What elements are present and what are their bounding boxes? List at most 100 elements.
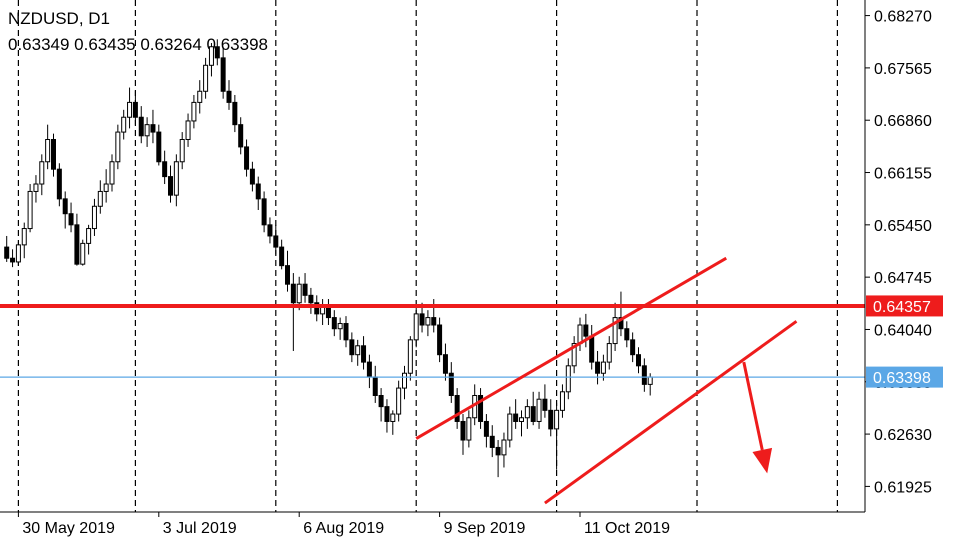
- candle-body: [208, 46, 214, 66]
- candle-79: [466, 410, 472, 448]
- candle-body: [366, 361, 372, 378]
- candle-30: [179, 132, 185, 170]
- candle-body: [150, 124, 156, 133]
- candle-34: [203, 57, 209, 99]
- candle-9: [56, 163, 62, 207]
- candle-100: [589, 325, 595, 370]
- candle-body: [536, 398, 542, 422]
- candle-72: [425, 310, 431, 337]
- candle-body: [624, 328, 630, 341]
- candle-body: [226, 90, 232, 103]
- candle-body: [589, 335, 595, 363]
- price-label-box-1: [866, 366, 943, 388]
- candle-body: [10, 257, 16, 263]
- candle-92: [542, 384, 548, 418]
- candle-body: [372, 376, 378, 397]
- candle-19: [115, 124, 121, 170]
- x-tick-label-3: 9 Sep 2019: [444, 520, 526, 537]
- candle-body: [132, 101, 138, 118]
- candle-body: [478, 395, 484, 422]
- candle-51: [302, 273, 308, 303]
- candle-body: [103, 183, 109, 192]
- candle-107: [630, 332, 636, 363]
- candle-body: [413, 313, 419, 341]
- candle-47: [279, 239, 285, 270]
- candle-body: [115, 131, 121, 163]
- candle-body: [302, 283, 308, 296]
- candle-14: [86, 224, 92, 255]
- candle-57: [337, 317, 343, 340]
- y-tick-label-2: 0.66860: [874, 113, 932, 130]
- candle-6: [39, 154, 45, 196]
- candle-body: [595, 361, 601, 374]
- candle-body: [97, 190, 103, 207]
- candle-body: [33, 183, 39, 192]
- candle-body: [501, 439, 507, 456]
- candle-body: [261, 198, 267, 226]
- candle-body: [636, 354, 641, 367]
- candle-27: [162, 150, 168, 185]
- candle-39: [232, 94, 238, 133]
- candle-44: [261, 191, 267, 233]
- candle-56: [331, 310, 337, 337]
- candle-body: [571, 343, 577, 367]
- candle-body: [238, 124, 244, 148]
- candle-89: [524, 399, 530, 429]
- candle-24: [144, 117, 150, 147]
- time-axis: 30 May 2019 3 Jul 2019 6 Aug 2019 9 Sep 201…: [17, 512, 670, 537]
- candle-body: [74, 224, 80, 265]
- candle-55: [325, 299, 331, 326]
- candle-16: [97, 180, 103, 214]
- candle-85: [501, 432, 507, 468]
- candle-body: [4, 246, 10, 259]
- candle-75: [442, 343, 448, 381]
- candle-53: [314, 295, 320, 322]
- candle-body: [68, 213, 74, 226]
- candle-21: [127, 87, 133, 129]
- candle-103: [606, 336, 612, 370]
- down-arrow-shaft: [742, 361, 764, 451]
- candle-body: [51, 139, 56, 170]
- candle-body: [27, 190, 33, 230]
- candle-101: [595, 350, 601, 385]
- candle-body: [431, 317, 437, 326]
- candle-31: [185, 113, 191, 147]
- candle-body: [530, 406, 536, 422]
- candle-68: [402, 365, 407, 400]
- candle-body: [331, 317, 337, 330]
- candle-body: [402, 372, 407, 389]
- candle-33: [197, 80, 203, 114]
- candle-body: [62, 198, 68, 215]
- candle-body: [296, 283, 302, 304]
- candle-body: [191, 101, 197, 122]
- candle-17: [103, 169, 109, 203]
- candle-body: [244, 146, 250, 170]
- candle-body: [378, 395, 384, 408]
- x-tick-label-0: 30 May 2019: [22, 520, 115, 537]
- candle-95: [559, 384, 565, 418]
- candle-90: [530, 391, 536, 426]
- candle-22: [132, 91, 138, 125]
- candle-body: [630, 339, 636, 356]
- candle-61: [361, 336, 367, 370]
- candle-body: [507, 413, 513, 441]
- candle-body: [390, 413, 396, 422]
- candle-body: [232, 101, 238, 126]
- candle-2: [15, 241, 21, 266]
- candle-body: [203, 64, 209, 92]
- candle-body: [396, 387, 402, 415]
- y-tick-label-6: 0.64040: [874, 322, 932, 339]
- candle-body: [162, 161, 168, 178]
- candle-body: [542, 398, 548, 411]
- candle-body: [343, 323, 349, 341]
- candle-52: [308, 287, 314, 314]
- candle-69: [407, 336, 413, 381]
- candle-0: [4, 235, 10, 262]
- candle-88: [519, 410, 524, 437]
- candle-body: [548, 409, 554, 430]
- candle-37: [220, 46, 226, 99]
- candle-body: [425, 317, 431, 326]
- candle-18: [109, 154, 115, 192]
- candle-43: [255, 176, 261, 210]
